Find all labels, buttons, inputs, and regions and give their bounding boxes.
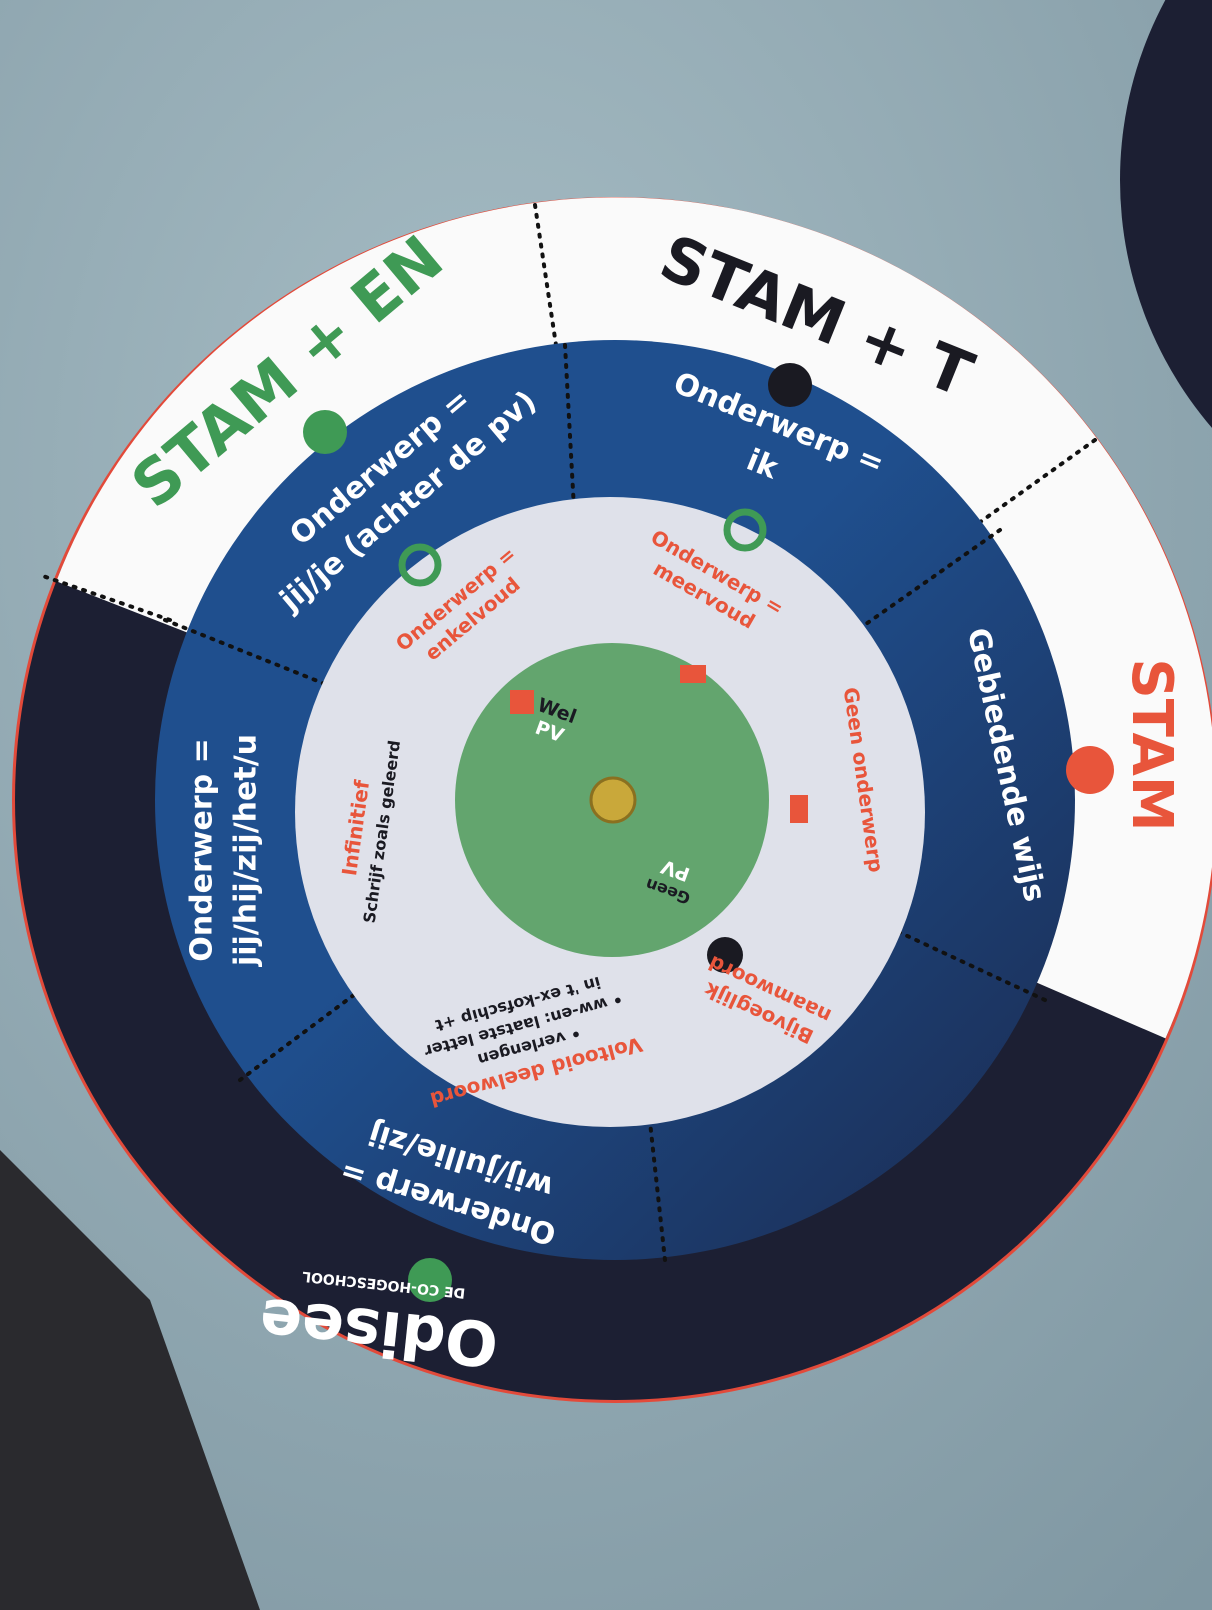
rivet — [591, 778, 635, 822]
marker — [790, 795, 808, 823]
page: STAM + EN STAM + T STAM Onderwerp = jij/… — [0, 0, 1212, 1610]
label: jij/hij/zij/het/u — [229, 734, 264, 967]
marker — [768, 363, 812, 407]
marker — [510, 690, 534, 714]
outer-label: STAM — [1119, 658, 1184, 831]
marker — [680, 665, 706, 683]
marker — [1066, 746, 1114, 794]
wheel-photo: STAM + EN STAM + T STAM Onderwerp = jij/… — [0, 0, 1212, 1610]
marker — [303, 410, 347, 454]
label: Onderwerp = — [185, 738, 220, 961]
